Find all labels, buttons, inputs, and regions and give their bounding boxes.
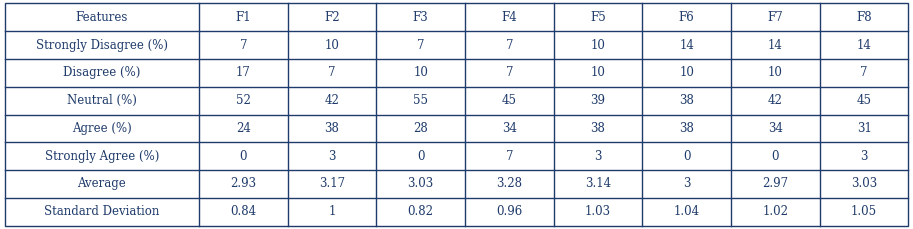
Text: 10: 10 [679, 66, 694, 79]
Text: 3.17: 3.17 [319, 177, 345, 191]
Text: Disagree (%): Disagree (%) [63, 66, 141, 79]
Text: Agree (%): Agree (%) [72, 122, 131, 135]
Text: 3: 3 [683, 177, 690, 191]
Text: 7: 7 [417, 38, 425, 52]
Text: 52: 52 [236, 94, 251, 107]
Text: F6: F6 [679, 11, 695, 24]
Text: F2: F2 [324, 11, 340, 24]
Text: F8: F8 [856, 11, 872, 24]
Text: 7: 7 [506, 66, 513, 79]
Text: 0.84: 0.84 [230, 205, 257, 218]
Text: 17: 17 [236, 66, 251, 79]
Text: 42: 42 [768, 94, 782, 107]
Text: 38: 38 [324, 122, 340, 135]
Text: 10: 10 [591, 38, 605, 52]
Text: Features: Features [76, 11, 128, 24]
Text: 7: 7 [506, 38, 513, 52]
Text: F4: F4 [501, 11, 518, 24]
Text: 0: 0 [683, 150, 690, 163]
Text: 1.05: 1.05 [851, 205, 877, 218]
Text: 10: 10 [768, 66, 782, 79]
Text: F3: F3 [413, 11, 428, 24]
Text: 14: 14 [768, 38, 782, 52]
Text: 0.82: 0.82 [407, 205, 434, 218]
Text: 39: 39 [591, 94, 605, 107]
Text: 3.14: 3.14 [585, 177, 611, 191]
Text: 7: 7 [860, 66, 868, 79]
Text: 38: 38 [679, 122, 694, 135]
Text: 0: 0 [239, 150, 247, 163]
Text: 1.03: 1.03 [585, 205, 611, 218]
Text: F1: F1 [236, 11, 251, 24]
Text: Standard Deviation: Standard Deviation [44, 205, 160, 218]
Text: 45: 45 [856, 94, 872, 107]
Text: 3.03: 3.03 [407, 177, 434, 191]
Text: 0: 0 [417, 150, 425, 163]
Text: 0: 0 [771, 150, 779, 163]
Text: Neutral (%): Neutral (%) [67, 94, 137, 107]
Text: F5: F5 [590, 11, 606, 24]
Text: Strongly Agree (%): Strongly Agree (%) [45, 150, 159, 163]
Text: 3: 3 [860, 150, 868, 163]
Text: 34: 34 [768, 122, 783, 135]
Text: 55: 55 [414, 94, 428, 107]
Text: 10: 10 [591, 66, 605, 79]
Text: 7: 7 [328, 66, 336, 79]
Text: 10: 10 [324, 38, 340, 52]
Text: 1.04: 1.04 [674, 205, 699, 218]
Text: 38: 38 [591, 122, 605, 135]
Text: F7: F7 [768, 11, 783, 24]
Text: 3: 3 [328, 150, 336, 163]
Text: 7: 7 [239, 38, 247, 52]
Text: Strongly Disagree (%): Strongly Disagree (%) [36, 38, 168, 52]
Text: 14: 14 [679, 38, 694, 52]
Text: 34: 34 [502, 122, 517, 135]
Text: 0.96: 0.96 [497, 205, 522, 218]
Text: Average: Average [78, 177, 126, 191]
Text: 14: 14 [856, 38, 872, 52]
Text: 2.97: 2.97 [762, 177, 789, 191]
Text: 24: 24 [236, 122, 251, 135]
Text: 3.28: 3.28 [497, 177, 522, 191]
Text: 7: 7 [506, 150, 513, 163]
Text: 1.02: 1.02 [762, 205, 789, 218]
Text: 31: 31 [856, 122, 872, 135]
Text: 45: 45 [502, 94, 517, 107]
Text: 10: 10 [414, 66, 428, 79]
Text: 38: 38 [679, 94, 694, 107]
Text: 28: 28 [414, 122, 428, 135]
Text: 2.93: 2.93 [230, 177, 257, 191]
Text: 3.03: 3.03 [851, 177, 877, 191]
Text: 42: 42 [324, 94, 340, 107]
Text: 1: 1 [329, 205, 336, 218]
Text: 3: 3 [594, 150, 602, 163]
